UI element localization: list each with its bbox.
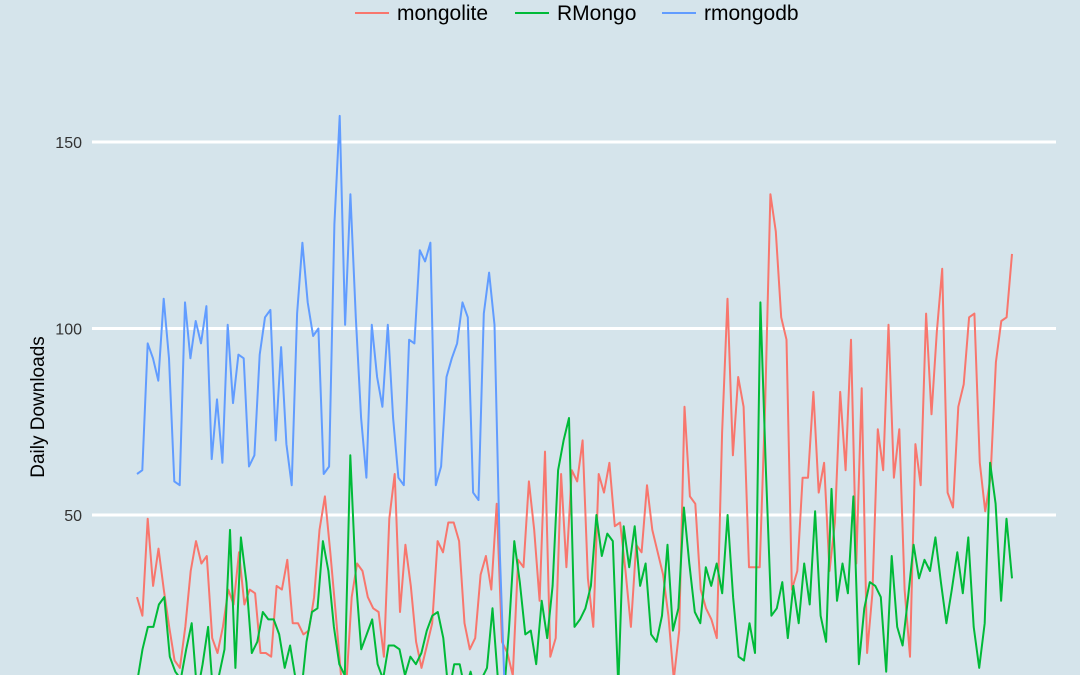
y-axis-title: Daily Downloads	[28, 336, 49, 478]
series-lines	[136, 114, 1013, 675]
legend-item-mongolite: mongolite	[355, 2, 488, 25]
legend-label: RMongo	[557, 2, 636, 25]
legend-label: rmongodb	[704, 2, 799, 25]
y-tick-label: 50	[64, 508, 82, 525]
legend-label: mongolite	[397, 2, 488, 25]
y-tick-labels: 50 100 150	[55, 135, 82, 525]
legend-item-rmongodb: rmongodb	[662, 2, 799, 25]
series-line-rmongo	[137, 301, 1013, 675]
legend-item-rmongo: RMongo	[515, 2, 636, 25]
grid-lines	[92, 140, 1056, 517]
series-line-mongolite	[136, 193, 1013, 675]
y-tick-label: 150	[55, 135, 82, 152]
y-tick-label: 100	[55, 322, 82, 339]
series-line-rmongodb	[136, 114, 506, 675]
legend: mongolite RMongo rmongodb	[355, 2, 799, 25]
